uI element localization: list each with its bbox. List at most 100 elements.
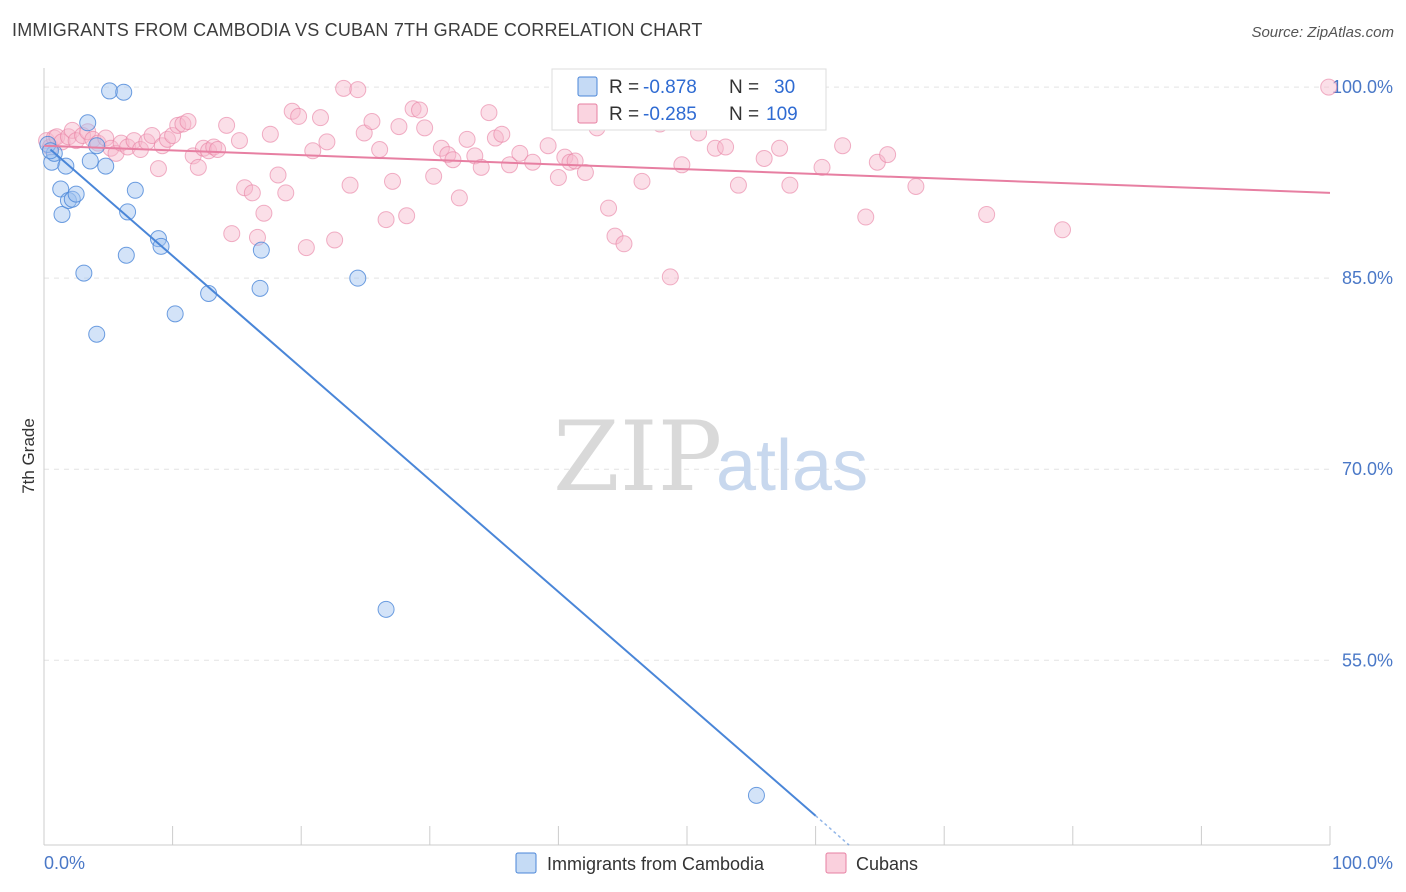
series-legend-label-cambodia: Immigrants from Cambodia <box>547 854 765 874</box>
cambodia-point <box>57 157 75 175</box>
cubans-point <box>411 101 429 119</box>
cubans-point <box>978 205 996 223</box>
legend-n-value-cubans: 109 <box>766 104 798 125</box>
cambodia-point <box>747 786 765 804</box>
cubans-point <box>458 130 476 148</box>
correlation-legend: R = -0.878 N = 30 R = -0.285 N = 109 <box>551 68 827 131</box>
cambodia-point <box>53 205 71 223</box>
cubans-point <box>174 115 192 133</box>
cubans-point <box>813 158 831 176</box>
cubans-point <box>297 239 315 257</box>
series-legend-swatch-cubans <box>825 852 847 874</box>
cambodia-point <box>97 157 115 175</box>
cubans-point <box>661 268 679 286</box>
legend-n-label-cambodia: N = <box>729 77 759 98</box>
cubans-point <box>416 119 434 137</box>
cubans-point <box>398 207 416 225</box>
cubans-point <box>261 125 279 143</box>
y-tick-label: 55.0% <box>1342 650 1393 670</box>
cambodia-points <box>39 82 765 804</box>
legend-swatch-cambodia <box>577 76 598 97</box>
cubans-point <box>717 138 735 156</box>
y-tick-label: 70.0% <box>1342 459 1393 479</box>
cubans-point <box>539 137 557 155</box>
cambodia-trend-extension <box>815 815 850 846</box>
cubans-point <box>326 231 344 249</box>
y-axis-label: 7th Grade <box>19 418 38 494</box>
cubans-point <box>404 100 422 118</box>
cubans-point <box>179 112 197 130</box>
trend-lines <box>43 144 1331 846</box>
cambodia-point <box>119 203 137 221</box>
y-tick-label: 85.0% <box>1342 268 1393 288</box>
legend-frame <box>551 68 827 131</box>
cubans-point <box>318 133 336 151</box>
cubans-point <box>1320 78 1338 96</box>
cubans-point <box>119 138 137 156</box>
cubans-point <box>755 149 773 167</box>
x-tick-label-100: 100.0% <box>1332 853 1393 873</box>
series-legend-swatch-cambodia <box>515 852 537 874</box>
cubans-point <box>277 184 295 202</box>
cubans-point <box>576 163 594 181</box>
cubans-point <box>341 176 359 194</box>
cambodia-point <box>88 137 106 155</box>
cubans-point <box>511 144 529 162</box>
cambodia-point <box>166 305 184 323</box>
cambodia-point <box>251 279 269 297</box>
cubans-point <box>472 158 490 176</box>
cubans-point <box>255 204 273 222</box>
cubans-point <box>349 81 367 99</box>
cubans-point <box>377 211 395 229</box>
cubans-point <box>549 169 567 187</box>
legend-swatch-cubans <box>577 103 598 124</box>
cambodia-point <box>79 114 97 132</box>
cubans-point <box>209 141 227 159</box>
cubans-point <box>879 146 897 164</box>
cambodia-trend-line <box>49 148 817 817</box>
legend-r-label-cambodia: R = <box>609 77 639 98</box>
cubans-point <box>371 141 389 159</box>
cambodia-point <box>67 185 85 203</box>
y-tick-label: 100.0% <box>1332 77 1393 97</box>
cambodia-point <box>377 600 395 618</box>
series-legend: Immigrants from Cambodia Cubans <box>515 852 918 874</box>
cambodia-point <box>126 181 144 199</box>
cubans-point <box>857 208 875 226</box>
cubans-point <box>1054 221 1072 239</box>
cubans-point <box>480 104 498 122</box>
cubans-point <box>501 156 519 174</box>
cubans-trend-line <box>43 144 1331 194</box>
watermark-atlas: atlas <box>716 426 868 506</box>
cubans-point <box>781 176 799 194</box>
cubans-point <box>907 177 925 195</box>
series-legend-label-cubans: Cubans <box>856 854 918 874</box>
cubans-point <box>673 156 691 174</box>
cubans-point <box>771 139 789 157</box>
cubans-point <box>290 107 308 125</box>
gridlines <box>44 86 1330 661</box>
legend-r-value-cubans: -0.285 <box>643 104 697 125</box>
cubans-point <box>633 172 651 190</box>
watermark: ZIP atlas <box>553 401 868 513</box>
cubans-point <box>384 172 402 190</box>
cubans-point <box>439 146 457 164</box>
cubans-point <box>432 139 450 157</box>
cubans-point <box>218 116 236 134</box>
x-axis-ticks <box>43 826 1331 845</box>
cubans-point <box>834 137 852 155</box>
cubans-point <box>230 132 248 150</box>
cubans-point <box>729 176 747 194</box>
cambodia-point <box>101 82 119 100</box>
watermark-zip: ZIP <box>553 401 722 513</box>
cambodia-point <box>115 83 133 101</box>
legend-n-value-cambodia: 30 <box>774 77 795 98</box>
cubans-point <box>390 118 408 136</box>
cubans-point <box>615 235 633 253</box>
cambodia-point <box>117 246 135 264</box>
cubans-point <box>269 166 287 184</box>
cubans-point <box>493 125 511 143</box>
legend-r-label-cubans: R = <box>609 104 639 125</box>
cubans-point <box>600 199 618 217</box>
